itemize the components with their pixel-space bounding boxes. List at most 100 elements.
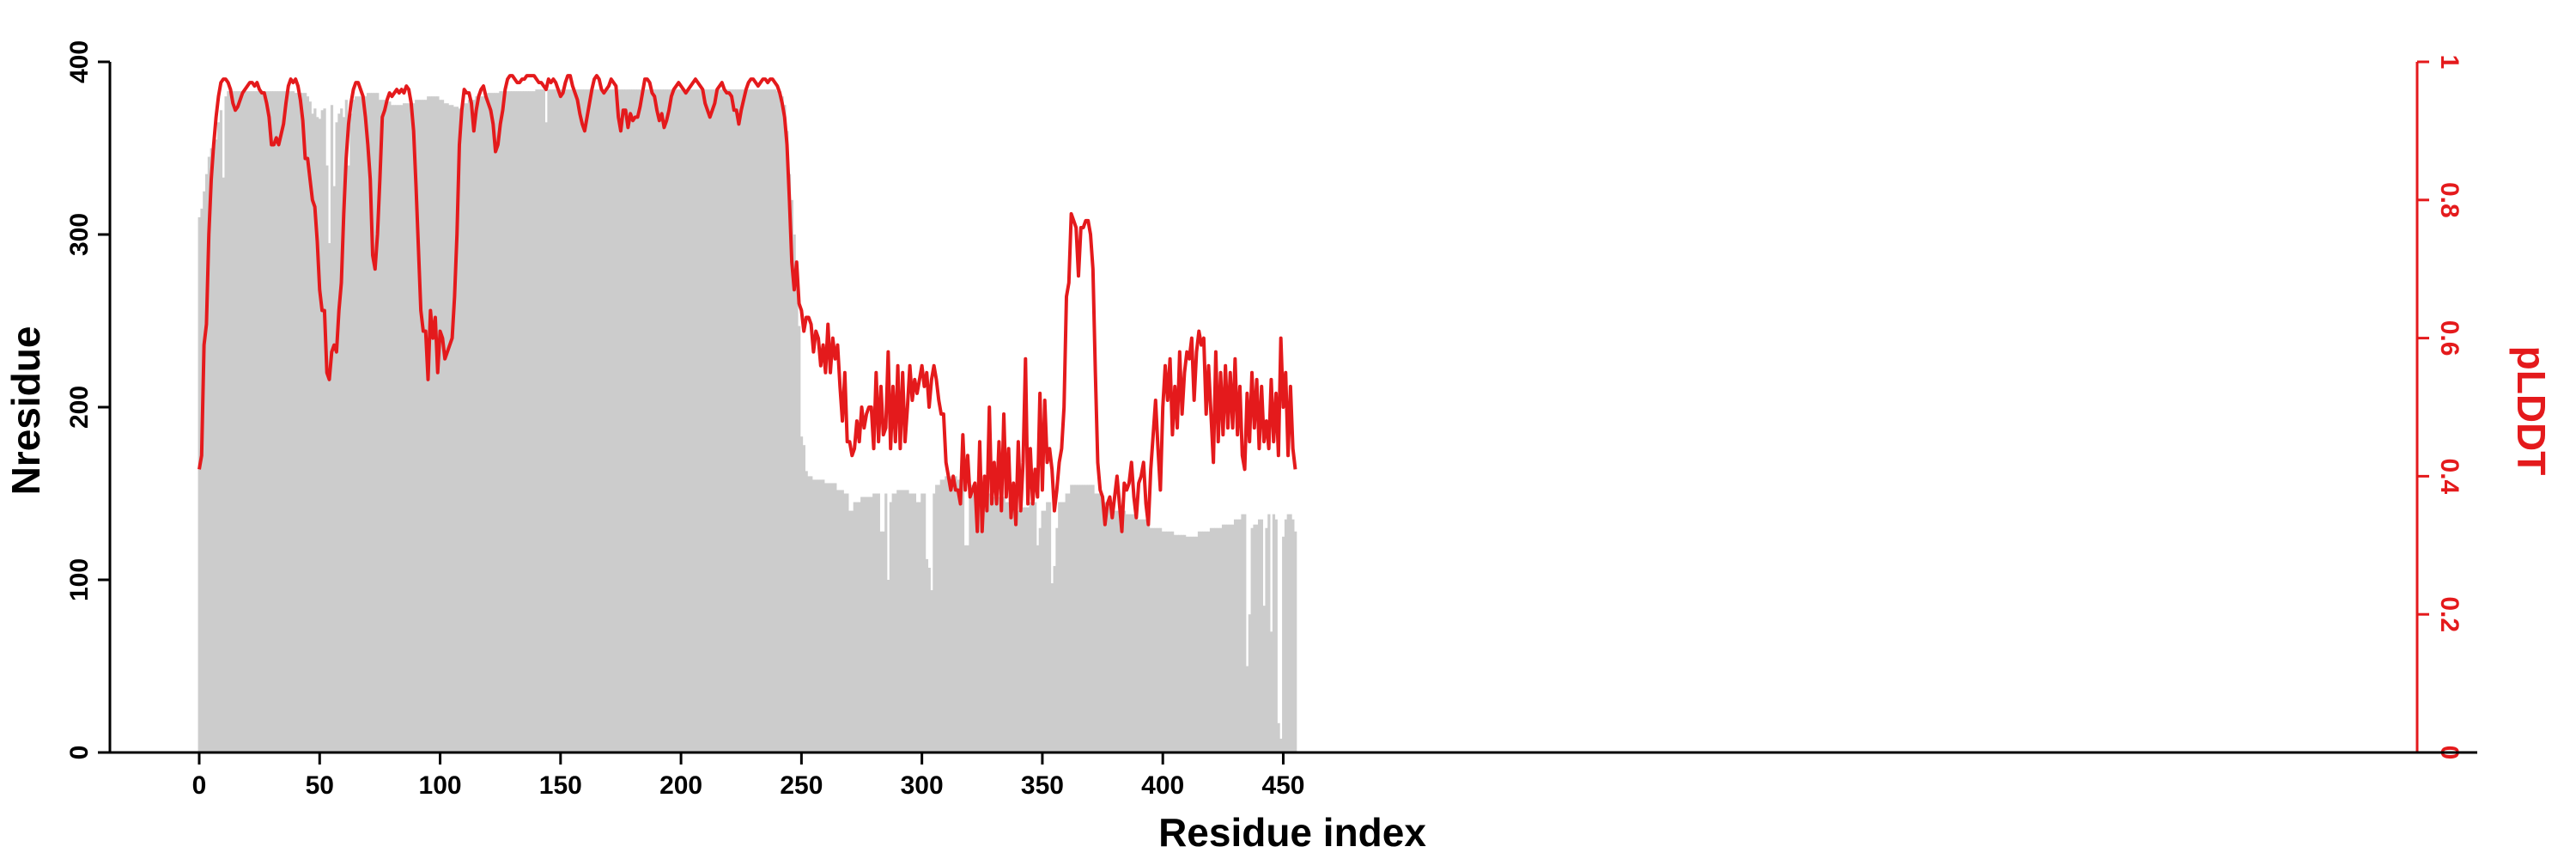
nresidue-bar [416,100,421,753]
nresidue-bar [682,89,685,752]
nresidue-bar [667,89,671,752]
nresidue-bar [711,89,714,752]
nresidue-bar [564,89,568,752]
nresidue-bar [1151,527,1155,752]
nresidue-bar [1277,722,1280,752]
nresidue-bar [574,89,577,752]
nresidue-bar [424,100,428,753]
nresidue-bar [735,89,738,752]
nresidue-bar [877,493,880,752]
nresidue-bar [398,105,401,752]
nresidue-bar [299,93,302,753]
nresidue-bar [872,493,876,752]
nresidue-bar [544,122,548,753]
nresidue-bar [951,476,955,752]
nresidue-bar [318,119,322,752]
nresidue-bar [554,89,558,752]
nresidue-bar [843,493,847,752]
nresidue-bar [665,89,669,752]
nresidue-bar [260,91,264,753]
nresidue-bar [559,89,562,752]
nresidue-bar [723,89,726,752]
nresidue-bar [1041,510,1044,752]
nresidue-bar [552,89,556,752]
nresidue-bar [1245,666,1249,752]
nresidue-bar [467,100,471,753]
nresidue-bar [651,89,654,752]
nresidue-bar [762,89,765,752]
nresidue-bar [793,235,796,752]
nresidue-bar [1205,531,1208,752]
nresidue-bar [231,91,235,753]
nresidue-bar [477,96,481,752]
nresidue-bar [1139,519,1143,752]
nresidue-bar [277,91,281,753]
nresidue-bar [1038,527,1042,752]
nresidue-bar [592,89,596,752]
nresidue-bar [687,89,690,752]
nresidue-bar [891,493,895,752]
nresidue-bar [814,479,818,752]
x-tick-label: 100 [419,771,462,800]
nresidue-bar [889,502,892,752]
nresidue-bar [1171,531,1175,752]
nresidue-bar [1065,493,1068,752]
nresidue-bar [969,484,972,752]
nresidue-bar [766,89,769,752]
nresidue-bar [287,91,290,753]
nresidue-bar [807,476,811,752]
nresidue-bar [1224,524,1227,752]
nresidue-bar [865,497,868,752]
y2-tick-label: 0.8 [2435,182,2464,218]
nresidue-bar [301,93,305,753]
y2-tick-label: 1 [2435,55,2464,70]
y-tick-label: 200 [65,386,94,429]
nresidue-bar [874,493,878,752]
nresidue-bar [542,89,545,752]
nresidue-bar [234,91,237,753]
nresidue-bar [1145,519,1148,752]
nresidue-bar [605,89,608,752]
nresidue-bar [855,502,859,752]
nresidue-bar [1286,514,1290,752]
nresidue-bar [475,96,478,752]
nresidue-bar [817,479,820,752]
nresidue-bar [472,100,476,753]
nresidue-bar [987,493,992,752]
nresidue-bar [1258,519,1261,752]
nresidue-bar [448,105,452,752]
nresidue-bar [304,93,307,753]
nresidue-bar [663,89,666,752]
nresidue-bar [787,174,792,752]
nresidue-bar [200,208,204,753]
nresidue-bar [691,89,695,752]
nresidue-bar [427,96,430,752]
nresidue-bar [949,476,953,752]
nresidue-bar [867,497,871,752]
nresidue-bar [906,490,909,752]
nresidue-bar [957,479,960,752]
nresidue-bar [1055,527,1059,752]
nresidue-bar [822,479,825,752]
nresidue-bar [945,476,948,752]
nresidue-bar [626,89,630,752]
nresidue-bar [834,483,837,752]
nresidue-bar [771,89,775,752]
nresidue-bar [986,493,989,752]
y-tick-label: 300 [65,213,94,256]
nresidue-bar [824,483,828,752]
nresidue-bar [1265,527,1268,752]
nresidue-bar [1134,514,1139,752]
nresidue-bar [526,91,529,753]
nresidue-bar [337,113,341,753]
nresidue-bar [978,484,981,752]
nresidue-bar [289,91,293,753]
nresidue-bar [434,96,437,752]
nresidue-bar [451,105,454,752]
nresidue-bar [428,96,433,752]
nresidue-bar [1200,531,1203,752]
nresidue-bar [696,89,700,752]
nresidue-bar [506,91,509,753]
nresidue-bar [520,91,524,753]
nresidue-bar [491,93,495,753]
